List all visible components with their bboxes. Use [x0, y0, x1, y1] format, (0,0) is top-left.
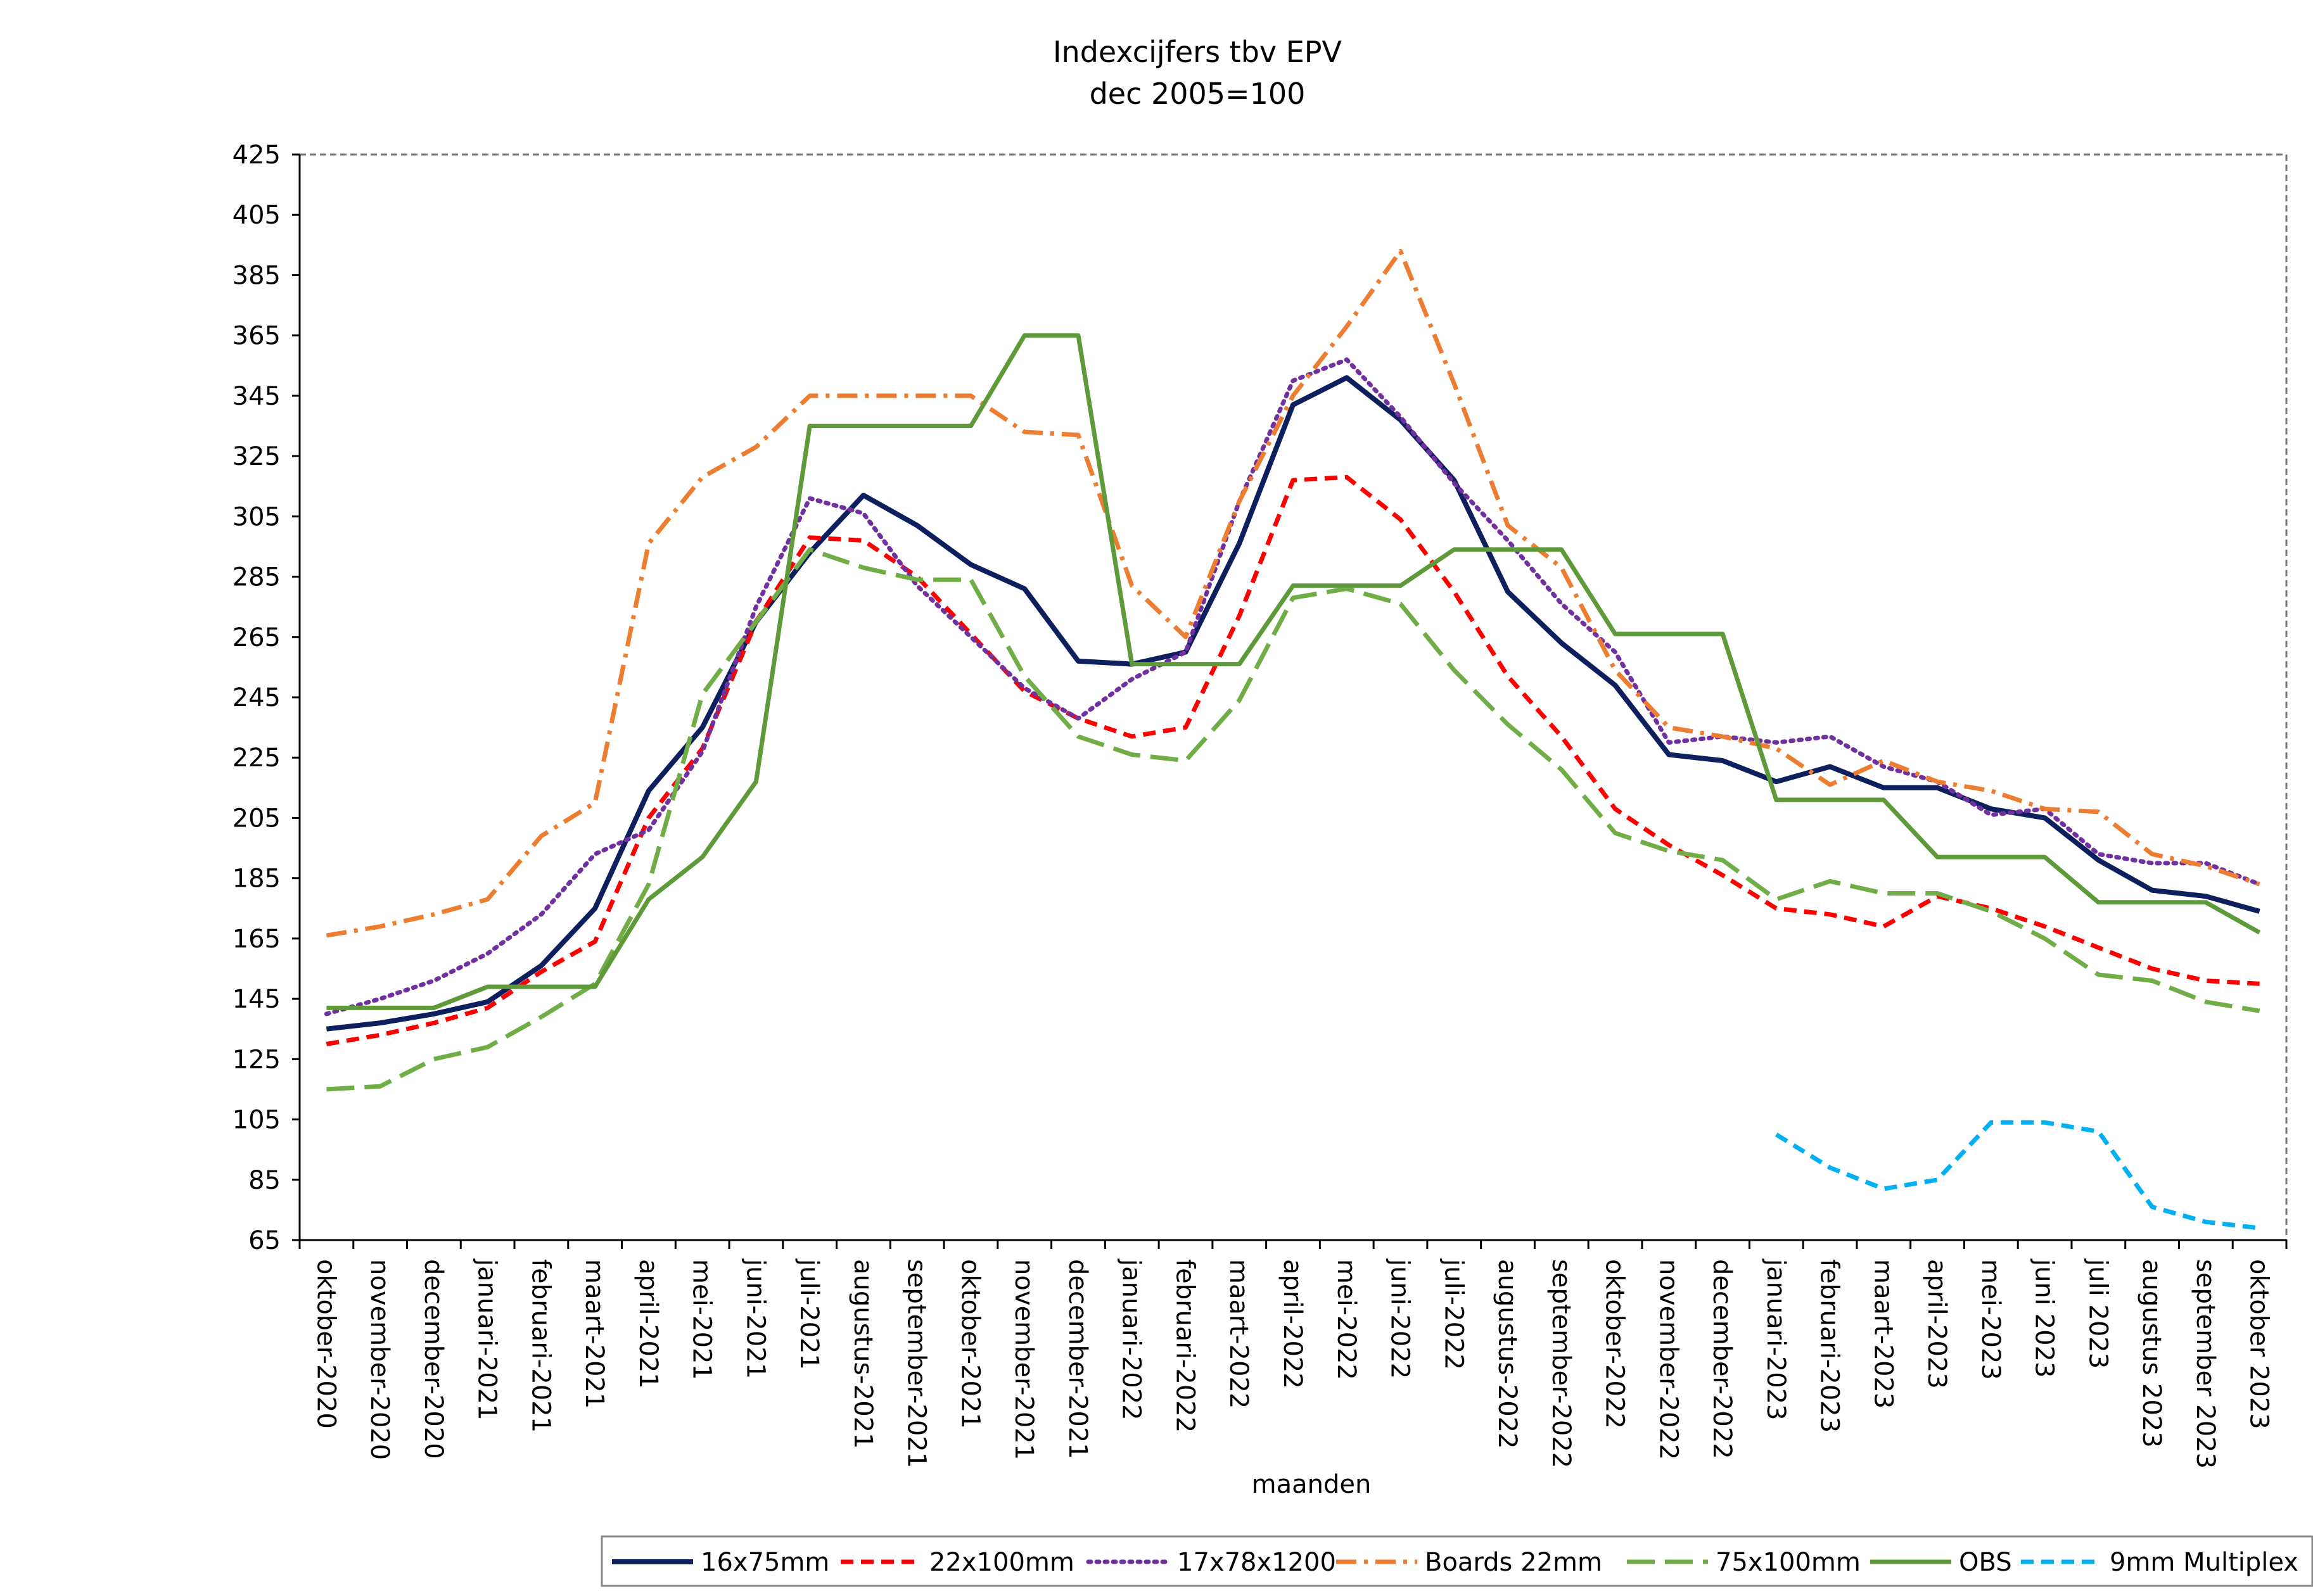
x-tick-label: juli 2023	[2083, 1258, 2112, 1369]
x-tick-label: mei-2023	[1976, 1259, 2005, 1380]
series-line	[326, 474, 2260, 1046]
x-tick-label: februari-2022	[1170, 1259, 1199, 1433]
x-tick-label: februari-2021	[526, 1259, 555, 1433]
y-tick-label: 265	[233, 623, 281, 652]
y-tick-label: 165	[233, 925, 281, 954]
legend-label: Boards 22mm	[1425, 1548, 1602, 1577]
x-tick-label: oktober 2023	[2245, 1259, 2274, 1429]
x-tick-label: december-2022	[1707, 1259, 1736, 1459]
x-tick-label: juni 2023	[2030, 1258, 2059, 1378]
series-line	[1775, 1120, 2260, 1231]
legend-label: 9mm Multiplex	[2110, 1548, 2298, 1577]
x-tick-label: augustus-2022	[1493, 1259, 1522, 1449]
y-tick-label: 105	[233, 1106, 281, 1135]
x-tick-label: januari-2022	[1117, 1258, 1146, 1421]
y-tick-label: 185	[233, 864, 281, 894]
plot-area	[298, 153, 2288, 1241]
y-tick-label: 305	[233, 502, 281, 531]
x-tick-label: april-2021	[634, 1259, 663, 1389]
x-tick-label: januari-2021	[473, 1258, 502, 1421]
y-tick-label: 385	[233, 261, 281, 290]
x-tick-label: april-2023	[1922, 1259, 1951, 1389]
x-tick-label: april-2022	[1278, 1259, 1307, 1389]
y-tick-label: 225	[233, 744, 281, 773]
legend-label: 16x75mm	[701, 1548, 829, 1577]
x-tick-label: maart-2021	[580, 1259, 609, 1409]
y-tick-label: 125	[233, 1045, 281, 1074]
series-line	[326, 248, 2260, 938]
x-tick-label: september-2022	[1546, 1259, 1576, 1468]
chart-title: Indexcijfers tbv EPV	[1053, 35, 1342, 69]
x-tick-label: november-2020	[365, 1259, 394, 1460]
y-tick-label: 405	[233, 201, 281, 230]
x-tick-label: augustus 2023	[2137, 1259, 2166, 1448]
x-tick-label: juni-2021	[741, 1258, 770, 1379]
legend-label: 17x78x1200	[1177, 1548, 1336, 1577]
series-line	[326, 333, 2261, 1010]
x-tick-label: mei-2021	[687, 1259, 717, 1380]
chart-subtitle: dec 2005=100	[1090, 77, 1306, 111]
x-tick-label: januari-2023	[1761, 1258, 1790, 1421]
series-line	[326, 375, 2260, 1032]
y-tick-label: 425	[233, 141, 281, 170]
y-tick-label: 285	[233, 563, 281, 592]
legend-label: OBS	[1959, 1548, 2012, 1577]
x-tick-label: maart-2022	[1224, 1259, 1253, 1409]
x-tick-label: maart-2023	[1868, 1259, 1897, 1409]
x-tick-label: oktober-2020	[311, 1259, 340, 1429]
y-tick-label: 145	[233, 985, 281, 1014]
y-tick-label: 65	[248, 1226, 281, 1255]
x-tick-label: december-2021	[1063, 1259, 1092, 1459]
x-tick-label: september-2021	[902, 1259, 931, 1468]
y-tick-label: 345	[233, 382, 281, 411]
x-tick-label: juni-2022	[1386, 1258, 1415, 1379]
y-tick-label: 85	[248, 1166, 281, 1195]
y-tick-label: 325	[233, 442, 281, 471]
x-tick-label: november-2021	[1009, 1259, 1038, 1460]
x-tick-label: oktober-2022	[1600, 1259, 1629, 1429]
x-tick-label: juli-2022	[1439, 1258, 1468, 1370]
x-tick-label: mei-2022	[1332, 1259, 1361, 1380]
y-tick-label: 245	[233, 683, 281, 712]
x-tick-label: augustus-2021	[848, 1259, 877, 1449]
legend-label: 22x100mm	[929, 1548, 1074, 1577]
x-axis-title: maanden	[1252, 1470, 1372, 1499]
legend-label: 75x100mm	[1716, 1548, 1861, 1577]
y-tick-label: 205	[233, 804, 281, 833]
x-tick-label: oktober-2021	[955, 1259, 984, 1429]
series-line	[326, 547, 2260, 1092]
x-tick-label: december-2020	[419, 1259, 448, 1459]
x-tick-label: februari-2023	[1815, 1259, 1844, 1433]
series-line	[324, 357, 2262, 1016]
y-tick-label: 365	[233, 322, 281, 351]
x-tick-label: juli-2021	[794, 1258, 824, 1370]
x-tick-label: september 2023	[2191, 1259, 2220, 1469]
x-tick-label: november-2022	[1654, 1259, 1683, 1460]
